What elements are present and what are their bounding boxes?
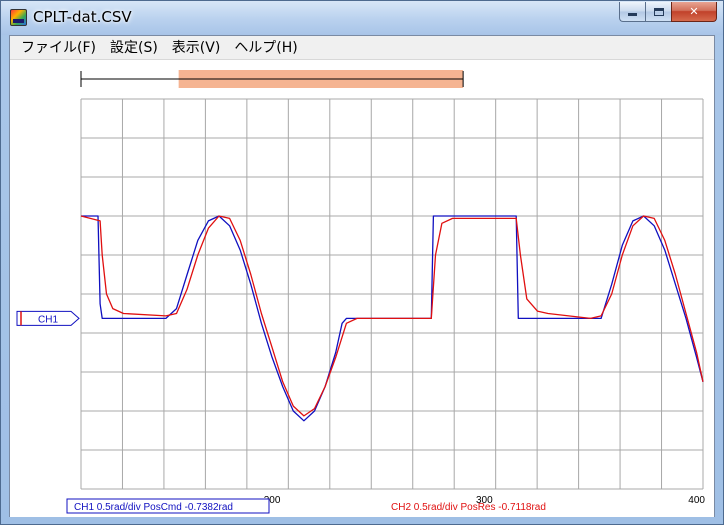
x-tick-label: 400 [688, 495, 705, 506]
app-icon[interactable] [10, 9, 27, 26]
channel-marker-label: CH1 [38, 314, 58, 325]
caption-buttons: ✕ [619, 2, 717, 22]
menu-help[interactable]: ヘルプ(H) [234, 39, 298, 56]
series-line-ch2 [80, 215, 704, 417]
x-axis-ticks: 200 300 400 [264, 495, 706, 506]
legend-ch1-label: CH1 0.5rad/div PosCmd -0.7382rad [74, 502, 233, 513]
plot-grid [80, 98, 704, 490]
legend-ch1[interactable]: CH1 0.5rad/div PosCmd -0.7382rad [66, 498, 270, 514]
channel-marker-ch1[interactable]: CH1 [16, 310, 80, 326]
x-tick-label: 200 [264, 495, 281, 506]
series-layer [80, 215, 704, 422]
range-bar[interactable] [80, 70, 464, 88]
menu-bar: ファイル(F) 設定(S) 表示(V) ヘルプ(H) [10, 36, 714, 60]
client-area: ファイル(F) 設定(S) 表示(V) ヘルプ(H) 200 300 400 [9, 35, 715, 517]
plot-area[interactable]: 200 300 400 CH1 CH1 0.5rad/div PosCmd -0.7… [10, 61, 714, 517]
legend-ch1-box [66, 498, 270, 514]
menu-view[interactable]: 表示(V) [171, 39, 221, 56]
minimize-icon [628, 13, 637, 16]
minimize-button[interactable] [619, 2, 645, 22]
legend-ch2-label[interactable]: CH2 0.5rad/div PosRes -0.7118rad [391, 502, 546, 513]
menu-settings[interactable]: 設定(S) [109, 39, 158, 56]
x-tick-label: 300 [476, 495, 493, 506]
window-title: CPLT-dat.CSV [33, 8, 132, 26]
waveform-chart[interactable]: 200 300 400 CH1 CH1 0.5rad/div PosCmd -0.7… [10, 61, 714, 517]
maximize-button[interactable] [645, 2, 671, 22]
close-button[interactable]: ✕ [671, 2, 717, 22]
maximize-icon [653, 7, 664, 16]
channel-marker-shape [16, 310, 80, 326]
close-icon: ✕ [689, 6, 699, 18]
title-bar[interactable]: CPLT-dat.CSV ✕ [1, 1, 723, 35]
menu-file[interactable]: ファイル(F) [21, 39, 96, 56]
